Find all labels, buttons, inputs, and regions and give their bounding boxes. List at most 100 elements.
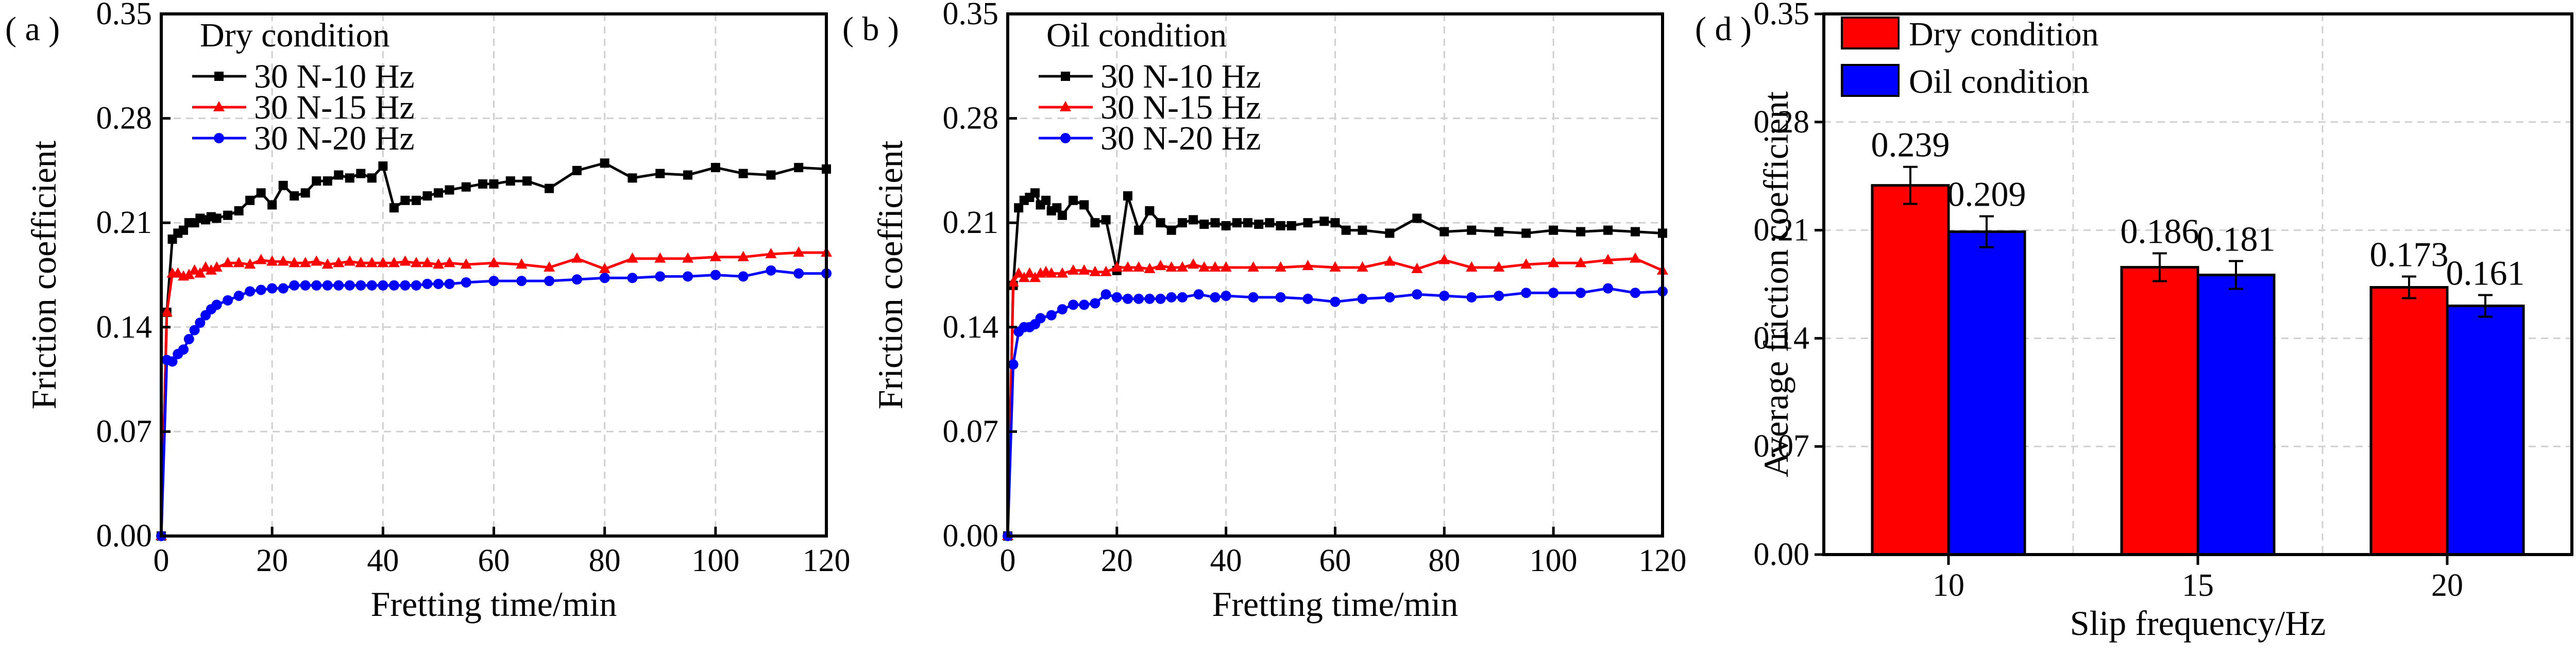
panel-a-data-point <box>366 280 377 291</box>
panel-a-data-point <box>183 269 195 279</box>
panel-b-data-point <box>1057 304 1067 315</box>
panel-b-y-tick-label: 0.35 <box>943 0 999 31</box>
panel-b-data-point <box>1548 288 1559 298</box>
panel-b-data-point <box>1057 210 1067 220</box>
panel-b-y-tick-label: 0.07 <box>943 414 999 449</box>
panel-a-data-point <box>516 276 527 287</box>
panel-b-data-point <box>1041 195 1051 205</box>
panel-d-x-axis-label: Slip frequency/Hz <box>2070 604 2326 643</box>
panel-b-data-point <box>1101 215 1111 225</box>
panel-a-data-point <box>345 173 354 183</box>
panel-d-x-tick-label: 15 <box>2182 568 2214 603</box>
panel-a-data-point <box>205 264 217 275</box>
panel-a-data-point <box>355 257 367 267</box>
panel-b-data-point <box>1210 292 1221 303</box>
panel-b-data-point <box>1603 283 1614 294</box>
panel-a-data-point <box>172 267 184 278</box>
panel-b-data-point <box>1100 265 1112 276</box>
panel-a-data-point <box>710 163 720 173</box>
panel-b-data-point <box>1111 261 1123 272</box>
panel-b-data-point <box>1177 218 1187 228</box>
panel-b-data-point <box>1079 200 1089 210</box>
panel-a-legend-title: Dry condition <box>200 16 389 54</box>
panel-a-y-tick-label: 0.00 <box>96 518 152 554</box>
panel-a-data-point <box>312 176 321 186</box>
panel-a-data-point <box>189 264 200 275</box>
panel-b-panel-label: ( b ) <box>842 10 899 48</box>
panel-a-data-point <box>544 261 555 272</box>
panel-a-data-point <box>545 183 554 193</box>
panel-b-data-point <box>1439 227 1449 237</box>
panel-a-x-axis-label: Fretting time/min <box>371 584 617 624</box>
panel-b-y-axis-label: Friction coefficient <box>871 141 910 410</box>
panel-b-data-point <box>1330 296 1341 307</box>
panel-a-data-point <box>322 280 333 291</box>
panel-a-data-point <box>277 255 289 266</box>
panel-a-x-tick-label: 40 <box>367 543 399 578</box>
panel-a-data-point <box>599 273 610 283</box>
panel-a-data-point <box>289 280 300 291</box>
panel-a-data-point <box>195 317 206 328</box>
panel-b-data-point <box>1438 254 1450 264</box>
panel-a-x-tick-label: 120 <box>803 543 851 578</box>
panel-b-data-point <box>1198 261 1210 272</box>
panel-d-legend-swatch <box>1841 16 1900 49</box>
panel-a-data-point <box>200 261 212 272</box>
panel-a-data-point <box>627 273 638 283</box>
panel-b-x-tick-label: 100 <box>1530 543 1578 578</box>
panel-a-x-tick-label: 20 <box>256 543 288 578</box>
panel-b-data-point <box>1052 203 1062 213</box>
panel-b-legend-marker <box>1060 101 1071 111</box>
panel-b-data-point <box>1123 191 1133 201</box>
panel-b-data-point <box>1122 261 1134 272</box>
panel-a-data-point <box>522 176 532 186</box>
panel-b-data-point <box>1111 292 1122 303</box>
panel-b-data-point <box>1155 293 1166 304</box>
panel-b-data-point <box>1575 288 1586 298</box>
panel-a-data-point <box>445 185 454 195</box>
panel-b-legend-label: 30 N-10 Hz <box>1100 58 1261 95</box>
panel-b-data-point <box>1265 218 1275 228</box>
panel-b-x-tick-label: 20 <box>1101 543 1133 578</box>
panel-b-data-point <box>1329 261 1341 272</box>
panel-d-y-tick-label: 0.14 <box>1754 321 1810 356</box>
panel-a-panel-label: ( a ) <box>5 10 60 48</box>
panel-b-data-point <box>1193 289 1204 300</box>
panel-d-x-tick-label: 10 <box>1933 568 1964 603</box>
panel-b-data-point <box>1144 293 1155 304</box>
panel-b-data-point <box>1029 272 1041 282</box>
panel-b-data-point <box>1493 261 1505 272</box>
panel-b-y-tick-label: 0.00 <box>943 518 999 554</box>
panel-b-data-point <box>1177 292 1188 303</box>
panel-a-data-point <box>433 278 444 289</box>
panel-a-data-point <box>344 255 355 266</box>
panel-a-data-point <box>366 257 378 267</box>
panel-d-legend-label: Dry condition <box>1909 15 2098 53</box>
panel-a-y-tick-label: 0.28 <box>96 101 152 136</box>
panel-a-data-point <box>355 280 366 291</box>
panel-b-data-point <box>1220 261 1232 272</box>
panel-b-data-point <box>1357 261 1368 272</box>
panel-b-data-point <box>1221 221 1231 230</box>
panel-b-data-point <box>1067 264 1079 275</box>
panel-a-data-point <box>444 257 455 267</box>
panel-b-data-point <box>1232 218 1242 228</box>
panel-b-data-point <box>1494 227 1504 237</box>
panel-b-data-point <box>1549 225 1558 235</box>
panel-b-data-point <box>1144 262 1156 273</box>
panel-a-data-point <box>178 344 189 355</box>
panel-b-data-point <box>1133 293 1144 304</box>
panel-a-series-line <box>160 251 826 537</box>
panel-b-data-point <box>1466 261 1478 272</box>
panel-a-data-point <box>223 210 233 220</box>
panel-d-y-tick-label: 0.07 <box>1754 429 1810 464</box>
panel-b-data-point <box>1384 255 1396 266</box>
panel-a-data-point <box>516 258 528 269</box>
panel-b-x-tick-label: 80 <box>1428 543 1460 578</box>
panel-b-data-point <box>1133 261 1145 272</box>
panel-a-data-point <box>793 246 805 257</box>
panel-a-data-point <box>411 280 421 291</box>
panel-a-data-point <box>356 169 366 178</box>
panel-a-data-point <box>323 176 332 186</box>
panel-b-data-point <box>1243 218 1253 228</box>
